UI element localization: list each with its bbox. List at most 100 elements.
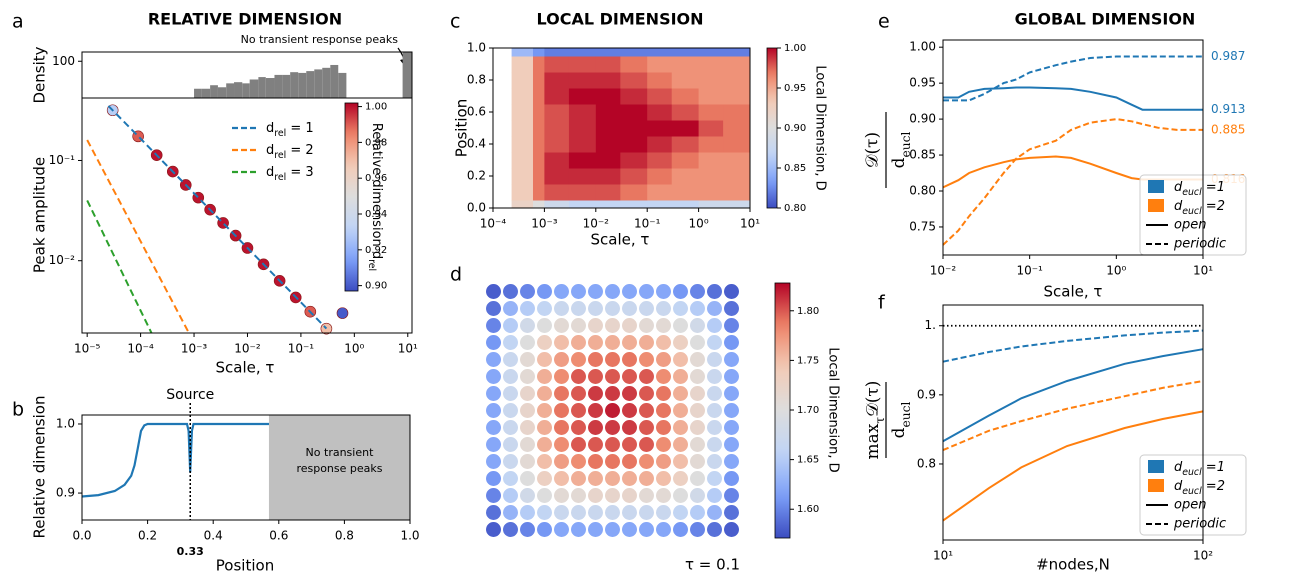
x-axis-label: Scale, τ — [591, 231, 650, 249]
heatmap-cell — [698, 88, 724, 105]
series-line — [942, 118, 1203, 246]
node — [537, 335, 552, 350]
node — [690, 386, 705, 401]
node — [605, 386, 620, 401]
x-tick-label: 10⁻¹ — [634, 217, 661, 231]
heatmap-cell — [532, 120, 545, 137]
node — [503, 369, 518, 384]
heatmap-cell — [671, 48, 700, 57]
histogram-bar — [338, 72, 347, 98]
node — [605, 284, 620, 299]
heatmap-cell — [544, 104, 570, 121]
heatmap-cell — [532, 56, 545, 73]
heatmap-cell — [647, 88, 673, 105]
node — [673, 369, 688, 384]
legend-label: deucl =1 — [1174, 180, 1225, 199]
node — [503, 437, 518, 452]
heatmap-cell — [698, 120, 724, 137]
node — [571, 301, 586, 316]
heatmap-cell — [532, 104, 545, 121]
node — [656, 403, 671, 418]
heatmap-cell — [647, 56, 673, 73]
node — [571, 403, 586, 418]
colorbar-label: Local Dimension, D — [826, 347, 841, 472]
y-tick-label: 0.8 — [917, 456, 936, 470]
node — [707, 369, 722, 384]
chart-title: LOCAL DIMENSION — [536, 10, 703, 29]
histogram-bar — [274, 74, 283, 98]
series-line — [943, 55, 1203, 102]
node — [486, 488, 501, 503]
node — [605, 335, 620, 350]
node — [503, 301, 518, 316]
heatmap-cell — [511, 168, 534, 185]
heatmap-cell — [595, 104, 621, 121]
colorbar-tick-label: 0.96 — [365, 173, 387, 184]
colorbar — [774, 282, 791, 539]
node — [707, 318, 722, 333]
node — [571, 369, 586, 384]
heatmap-cell — [544, 120, 570, 137]
x-tick-label: 0.0 — [72, 529, 91, 543]
node — [520, 420, 535, 435]
node — [622, 369, 637, 384]
y-tick-label: 1.0 — [467, 41, 486, 55]
heatmap-cell — [532, 200, 545, 209]
heatmap-cell — [620, 72, 648, 89]
shaded-label: response peaks — [296, 462, 382, 475]
node — [605, 454, 620, 469]
y-tick-label: 1.0 — [56, 416, 75, 430]
node — [656, 352, 671, 367]
node — [588, 352, 603, 367]
node — [724, 318, 739, 333]
node — [690, 471, 705, 486]
node — [656, 284, 671, 299]
heatmap-cell — [544, 168, 570, 185]
heatmap-cell — [671, 200, 700, 209]
colorbar-tick-label: 0.95 — [784, 83, 806, 94]
heatmap-cell — [620, 152, 648, 169]
legend-swatch — [1148, 180, 1164, 193]
x-tick-label: 10¹ — [933, 549, 953, 563]
x-tick-label: 10⁻² — [583, 217, 610, 231]
node — [690, 301, 705, 316]
heatmap-cell — [671, 104, 700, 121]
heatmap-cell — [595, 72, 621, 89]
node — [537, 471, 552, 486]
heatmap-cell — [511, 72, 534, 89]
node — [520, 352, 535, 367]
heatmap-cell — [620, 48, 648, 57]
x-tick-label: 10⁰ — [344, 342, 364, 356]
colorbar-tick-label: 1.75 — [797, 355, 819, 366]
legend-label: open — [1174, 218, 1206, 233]
heatmap-cell — [544, 88, 570, 105]
source-tick-label: 0.33 — [177, 545, 204, 558]
chart-title: RELATIVE DIMENSION — [148, 10, 342, 29]
heatmap-cell — [671, 88, 700, 105]
node — [724, 335, 739, 350]
node — [724, 284, 739, 299]
heatmap-cell — [671, 120, 700, 137]
node — [707, 437, 722, 452]
node — [656, 318, 671, 333]
panel-label: a — [12, 11, 24, 33]
heatmap-cell — [698, 104, 724, 121]
node — [622, 437, 637, 452]
node — [537, 420, 552, 435]
heatmap-cell — [595, 48, 621, 57]
node — [588, 386, 603, 401]
node — [639, 488, 654, 503]
histogram-bar — [314, 69, 323, 98]
panel-label: b — [12, 399, 24, 421]
node — [503, 386, 518, 401]
node — [656, 420, 671, 435]
series-line — [107, 105, 328, 330]
heatmap-cell — [511, 184, 534, 201]
node — [622, 352, 637, 367]
node — [656, 488, 671, 503]
y-tick-label: 0.80 — [909, 184, 936, 198]
panel-label: c — [450, 11, 460, 33]
node — [537, 505, 552, 520]
heatmap-cell — [532, 136, 545, 153]
